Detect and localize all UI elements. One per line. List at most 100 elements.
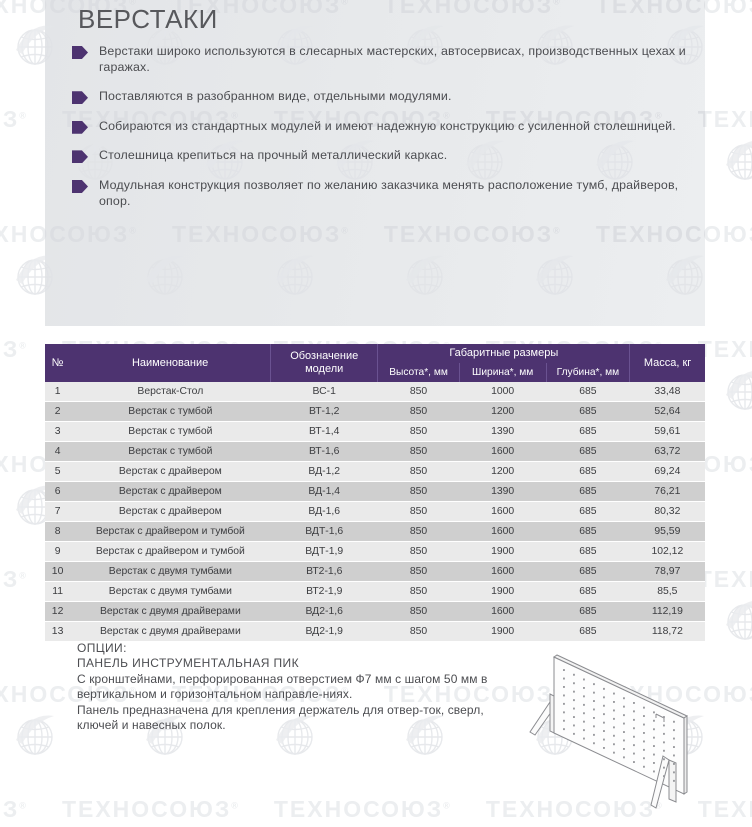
cell-num: 9 — [45, 541, 71, 562]
options-heading: ОПЦИИ: — [77, 641, 127, 655]
watermark-text: ТЕХНОСОЮЗ® — [697, 336, 752, 362]
options-paragraph-1: С кронштейнами, перфорированная отверсти… — [77, 671, 488, 702]
header-name: Наименование — [70, 344, 271, 382]
cell-depth: 685 — [546, 401, 630, 422]
cell-model: ВТ-1,6 — [270, 441, 378, 462]
cell-width: 1600 — [459, 521, 547, 542]
feature-bullet-text: Верстаки широко используются в слесарных… — [99, 44, 686, 74]
watermark-text: ТЕХНОСОЮЗ® — [383, 221, 562, 247]
watermark-text: ТЕХНОСОЮЗ® — [0, 106, 28, 132]
table-row: 10 Верстак с двумя тумбами ВТ2-1,6 850 1600 6… — [45, 561, 705, 582]
watermark-text: ТЕХНОСОЮЗ® — [595, 0, 705, 18]
panel-drawing-svg — [529, 654, 689, 809]
cell-height: 850 — [377, 521, 460, 542]
cell-mass: 112,19 — [629, 601, 705, 622]
table-row: 6 Верстак с драйвером ВД-1,4 850 1390 685 76,2… — [45, 481, 705, 502]
header-dimensions-group: Габаритные размеры — [377, 344, 630, 363]
cell-num: 3 — [45, 421, 71, 442]
cell-height: 850 — [377, 401, 460, 422]
watermark-globe — [528, 250, 582, 304]
watermark-globe — [138, 250, 192, 304]
table-header-row-top: № Наименование Обозначение модели Габари… — [45, 344, 705, 382]
cell-mass: 69,24 — [629, 461, 705, 482]
cell-depth: 685 — [546, 561, 630, 582]
cell-height: 850 — [377, 481, 460, 502]
globe-icon — [536, 255, 574, 295]
cell-height: 850 — [377, 541, 460, 562]
watermark-text: ТЕХНОСОЮЗ® — [0, 796, 28, 822]
table-row: 3 Верстак с тумбой ВТ-1,4 850 1390 685 59,61 — [45, 421, 705, 442]
feature-bullet-text: Поставляются в разобранном виде, отдельн… — [99, 89, 452, 104]
watermark-text: ТЕХНОСОЮЗ® — [0, 566, 28, 592]
cell-num: 2 — [45, 401, 71, 422]
watermark-text: ТЕХНОСОЮЗ® — [171, 221, 350, 247]
cell-depth: 685 — [546, 521, 630, 542]
cell-model: ВС-1 — [270, 382, 378, 402]
cell-name: Верстак с двумя тумбами — [70, 561, 271, 582]
arrow-bullet-icon — [72, 46, 88, 59]
globe-icon — [726, 141, 752, 180]
cell-height: 850 — [377, 501, 460, 522]
cell-num: 11 — [45, 581, 71, 602]
cell-model: ВТ-1,2 — [270, 401, 378, 422]
watermark-text: ТЕХНОСОЮЗ® — [697, 106, 752, 132]
header-model: Обозначение модели — [270, 344, 378, 382]
cell-width: 1900 — [459, 541, 547, 562]
globe-icon — [45, 25, 54, 62]
cell-height: 850 — [377, 561, 460, 582]
feature-bullet-text: Модульная конструкция позволяет по желан… — [99, 177, 679, 208]
cell-model: ВДТ-1,6 — [270, 521, 378, 542]
watermark-globe — [8, 710, 62, 764]
cell-name: Верстак с драйвером и тумбой — [70, 521, 271, 542]
cell-model: ВТ2-1,6 — [270, 561, 378, 582]
cell-width: 1600 — [459, 441, 547, 462]
globe-icon — [146, 255, 184, 295]
cell-name: Верстак с тумбой — [70, 421, 271, 442]
options-paragraph-2: Панель предназначена для крепления держа… — [77, 702, 484, 733]
watermark-text: ТЕХНОСОЮЗ® — [61, 796, 240, 822]
page-title: ВЕРСТАКИ — [78, 4, 218, 34]
cell-mass: 85,5 — [629, 581, 705, 602]
feature-bullet-text: Собираются из стандартных модулей и имею… — [99, 118, 676, 133]
watermark-globe — [658, 250, 705, 304]
cell-num: 13 — [45, 621, 71, 642]
cell-mass: 95,59 — [629, 521, 705, 542]
cell-height: 850 — [377, 461, 460, 482]
watermark-row: ТЕХНОСОЮЗ® ТЕХНОСОЮЗ® ТЕХНОСОЮЗ® ТЕХНОСОЮЗ®… — [45, 221, 705, 248]
watermark-globe — [268, 250, 322, 304]
cell-depth: 685 — [546, 441, 630, 462]
watermark-text: ТЕХНОСОЮЗ® — [0, 336, 28, 362]
cell-model: ВД-1,6 — [270, 501, 378, 522]
watermark-row: ТЕХНОСОЮЗ® ТЕХНОСОЮЗ® ТЕХНОСОЮЗ® ТЕХНОСОЮЗ®… — [45, 0, 705, 19]
arrow-bullet-icon — [72, 179, 88, 193]
specifications-table: № Наименование Обозначение модели Габари… — [45, 344, 705, 642]
globe-icon — [726, 371, 752, 410]
cell-width: 1900 — [459, 581, 547, 602]
cell-model: ВДТ-1,9 — [270, 541, 378, 562]
table-row: 1 Верстак-Стол ВС-1 850 1000 685 33,48 — [45, 382, 705, 402]
watermark-text: ТЕХНОСОЮЗ® — [485, 106, 664, 132]
cell-name: Верстак с тумбой — [70, 441, 271, 462]
cell-depth: 685 — [546, 541, 630, 562]
watermark-text: ТЕХНОСОЮЗ® — [383, 0, 562, 18]
table-header: № Наименование Обозначение модели Габари… — [45, 344, 705, 382]
watermark-globe — [718, 365, 752, 419]
cell-height: 850 — [377, 421, 460, 442]
table-row: 12 Верстак с двумя драйверами ВД2-1,6 850 16… — [45, 601, 705, 622]
cell-model: ВД2-1,6 — [270, 601, 378, 622]
cell-height: 850 — [377, 441, 460, 462]
cell-mass: 52,64 — [629, 401, 705, 422]
cell-name: Верстак с драйвером — [70, 481, 271, 502]
cell-depth: 685 — [546, 461, 630, 482]
header-width: Ширина*, мм — [458, 363, 547, 382]
cell-width: 1600 — [459, 561, 547, 582]
watermark-text: ТЕХНОСОЮЗ® — [273, 106, 452, 132]
cell-width: 1600 — [459, 501, 547, 522]
globe-icon — [45, 255, 54, 292]
watermark-text: ТЕХНОСОЮЗ® — [273, 796, 452, 822]
cell-depth: 685 — [546, 601, 630, 622]
table-row: 9 Верстак с драйвером и тумбой ВДТ-1,9 850 1… — [45, 541, 705, 562]
cell-mass: 78,97 — [629, 561, 705, 582]
table-row: 4 Верстак с тумбой ВТ-1,6 850 1600 685 63,72 — [45, 441, 705, 462]
cell-mass: 59,61 — [629, 421, 705, 442]
